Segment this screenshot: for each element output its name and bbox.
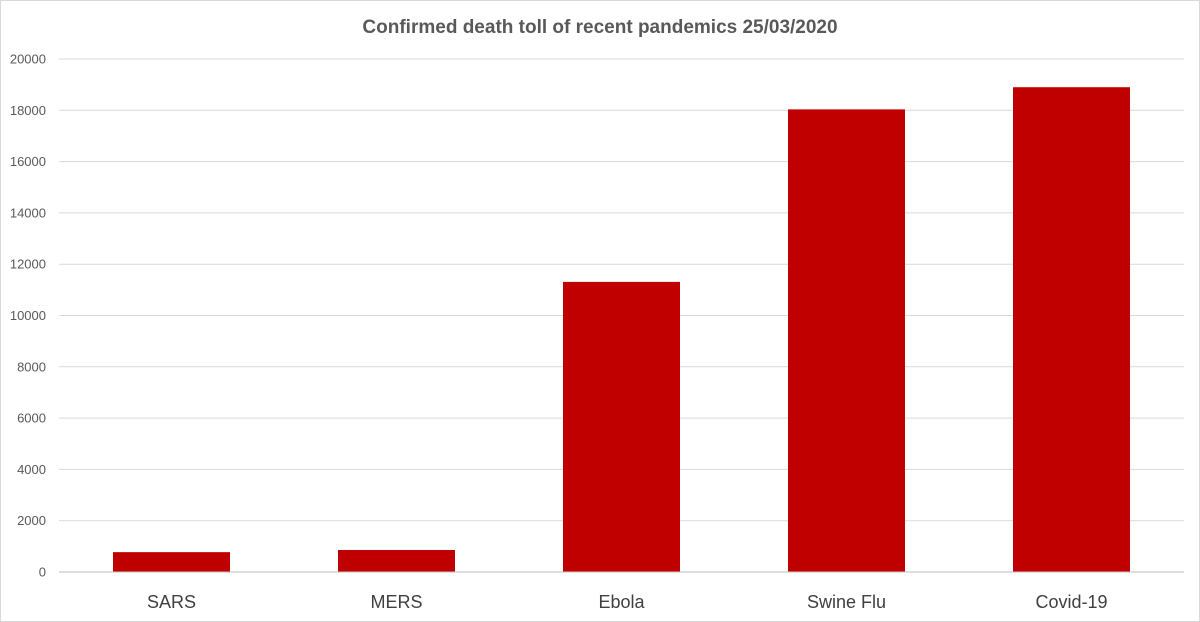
y-tick-label: 16000 (10, 154, 46, 169)
y-tick-label: 12000 (10, 257, 46, 272)
y-tick-label: 4000 (17, 462, 46, 477)
y-tick-label: 6000 (17, 411, 46, 426)
bar-mers (338, 549, 455, 572)
bar-ebola (563, 281, 680, 572)
category-label: Covid-19 (1035, 592, 1107, 612)
bar-swine-flu (788, 109, 905, 573)
bar-sars (113, 552, 230, 572)
category-label: MERS (370, 592, 422, 612)
category-label: SARS (147, 592, 196, 612)
y-tick-label: 20000 (10, 52, 46, 67)
category-label: Swine Flu (807, 592, 886, 612)
y-tick-label: 18000 (10, 103, 46, 118)
bar-covid-19 (1013, 87, 1130, 572)
bars (113, 87, 1130, 573)
y-tick-label: 14000 (10, 205, 46, 220)
category-label: Ebola (598, 592, 645, 612)
y-tick-label: 0 (39, 565, 46, 580)
y-tick-label: 10000 (10, 308, 46, 323)
chart-title: Confirmed death toll of recent pandemics… (362, 17, 838, 38)
category-labels: SARS MERS Ebola Swine Flu Covid-19 (147, 592, 1108, 612)
y-tick-label: 8000 (17, 359, 46, 374)
y-tick-labels: 0 2000 4000 6000 8000 10000 12000 14000 16000 180… (10, 52, 46, 580)
y-tick-label: 2000 (17, 513, 46, 528)
